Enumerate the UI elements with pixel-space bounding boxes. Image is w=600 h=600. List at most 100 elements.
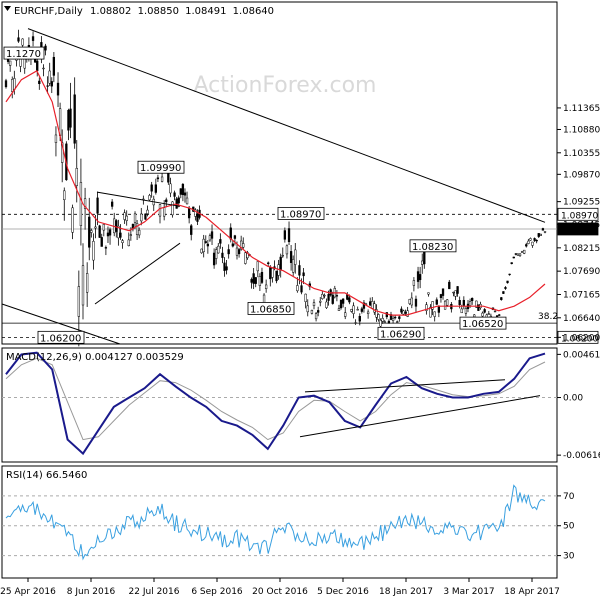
candle-body bbox=[518, 253, 522, 256]
price-panel-frame bbox=[1, 1, 558, 345]
candle-body bbox=[321, 294, 324, 299]
candle-body bbox=[529, 238, 532, 241]
menu-triangle-icon bbox=[4, 6, 11, 11]
price-axis-marker-box bbox=[557, 207, 599, 221]
candle-body bbox=[127, 239, 130, 247]
fib-label: 38.2 bbox=[538, 312, 558, 322]
x-tick-label: 6 Sep 2016 bbox=[191, 587, 243, 597]
candle-body bbox=[335, 295, 339, 297]
candle-body bbox=[187, 208, 191, 219]
candle-body bbox=[225, 266, 228, 271]
candle-body bbox=[67, 109, 70, 131]
candle-body bbox=[475, 300, 478, 308]
candle-body bbox=[539, 233, 542, 236]
x-tick-label: 3 Mar 2017 bbox=[443, 587, 494, 597]
lower-trendline bbox=[1, 303, 121, 345]
candle-body bbox=[23, 58, 26, 69]
price-annotation-box bbox=[277, 207, 325, 220]
price-y-tick-label: 1.10355 bbox=[563, 149, 600, 159]
candle-body bbox=[258, 276, 262, 286]
candle-body bbox=[543, 231, 547, 233]
rsi-marks bbox=[2, 484, 557, 561]
candle-body bbox=[396, 321, 399, 323]
x-axis: 25 Apr 2016 8 Jun 2016 22 Jul 2016 6 Sep 20… bbox=[0, 578, 560, 597]
candle-body bbox=[212, 252, 216, 266]
candle-body bbox=[160, 176, 164, 182]
candle-body bbox=[458, 300, 461, 306]
candle-body bbox=[175, 198, 178, 209]
candle-body bbox=[323, 294, 326, 297]
macd-y-tick-label: 0.00 bbox=[563, 394, 583, 404]
candle-body bbox=[196, 213, 199, 222]
candle-body bbox=[464, 308, 468, 314]
candle-body bbox=[75, 168, 78, 186]
candle-body bbox=[165, 199, 168, 203]
rsi-y-tick-label: 50 bbox=[563, 522, 575, 532]
channel-upper-line bbox=[96, 191, 181, 207]
candle-body bbox=[254, 277, 257, 284]
candle-body bbox=[381, 318, 384, 322]
candle-body bbox=[171, 201, 174, 216]
candle-body bbox=[148, 195, 151, 201]
candle-body bbox=[256, 261, 259, 272]
candle-body bbox=[237, 249, 241, 255]
candle-body bbox=[481, 312, 484, 317]
candle-body bbox=[527, 240, 530, 244]
candle-body bbox=[406, 310, 409, 317]
candle-body bbox=[233, 235, 237, 239]
x-tick-label: 22 Jul 2016 bbox=[129, 587, 180, 597]
candle-body bbox=[169, 183, 172, 194]
candle-body bbox=[235, 247, 239, 256]
candle-body bbox=[88, 216, 91, 248]
candle-body bbox=[250, 279, 253, 283]
candle-body bbox=[414, 298, 418, 307]
candle-body bbox=[456, 286, 459, 294]
candle-body bbox=[371, 301, 374, 309]
candle-body bbox=[158, 204, 162, 217]
price-y-tick-label: 1.09870 bbox=[563, 170, 600, 180]
macd-panel-title: MACD(12,26,9) 0.004127 0.003529 bbox=[6, 352, 184, 363]
price-annotation-box bbox=[377, 326, 425, 340]
candle-body bbox=[56, 82, 60, 96]
channel-lower-line bbox=[94, 242, 181, 305]
candle-body bbox=[81, 265, 85, 306]
price-annotation-label: 1.08230 bbox=[412, 242, 453, 253]
candle-body bbox=[473, 314, 476, 318]
price-axis-marker-box bbox=[557, 222, 599, 236]
candle-body bbox=[541, 228, 545, 231]
candle-body bbox=[50, 81, 53, 87]
candle-body bbox=[271, 268, 274, 278]
candle-body bbox=[410, 297, 413, 306]
candle-body bbox=[252, 273, 255, 284]
candle-body bbox=[341, 298, 345, 304]
candle-body bbox=[219, 239, 222, 244]
price-axis-marker-label: 1.08970 bbox=[561, 211, 598, 221]
candle-body bbox=[408, 298, 411, 304]
candle-body bbox=[190, 225, 193, 235]
candle-body bbox=[500, 297, 503, 300]
price-annotation-label: 1.09990 bbox=[140, 163, 181, 174]
candle-body bbox=[394, 316, 397, 319]
candle-body bbox=[117, 225, 120, 239]
price-y-axis: 1.11365 1.10880 1.10355 1.09870 1.09255 1.087… bbox=[557, 104, 600, 343]
candle-body bbox=[429, 306, 432, 318]
candle-body bbox=[360, 308, 364, 312]
candle-body bbox=[439, 294, 443, 298]
candle-body bbox=[38, 80, 41, 85]
candle-body bbox=[317, 310, 320, 313]
candle-body bbox=[200, 248, 203, 254]
candle-body bbox=[504, 287, 507, 289]
price-panel-title: EURCHF,Daily 1.08802 1.08850 1.08491 1.0… bbox=[14, 6, 274, 17]
rsi-line bbox=[5, 484, 546, 561]
candle-body bbox=[516, 253, 520, 256]
candle-body bbox=[375, 309, 378, 318]
candle-body bbox=[173, 192, 176, 197]
candle-body bbox=[418, 274, 422, 281]
candle-body bbox=[264, 284, 268, 289]
candle-body bbox=[240, 240, 243, 250]
candle-body bbox=[520, 251, 524, 253]
price-y-tick-label: 1.09255 bbox=[563, 198, 600, 208]
candle-body bbox=[181, 183, 185, 195]
candle-body bbox=[402, 310, 405, 315]
candle-body bbox=[306, 305, 309, 313]
